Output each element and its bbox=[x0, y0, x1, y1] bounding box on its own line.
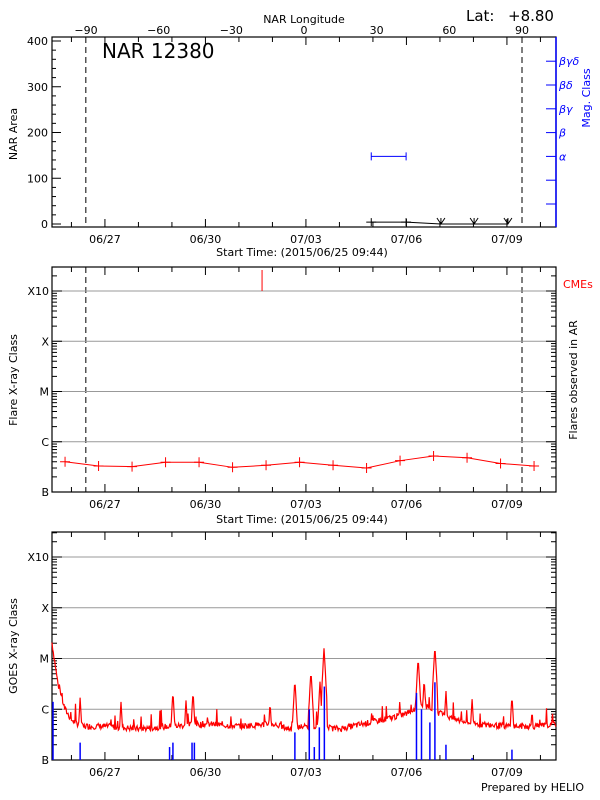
flare-point bbox=[328, 460, 339, 471]
flare-point bbox=[227, 462, 238, 473]
mag-class-bar bbox=[370, 152, 407, 161]
y-tick-label: X bbox=[41, 602, 49, 615]
x-tick-label: 07/09 bbox=[491, 233, 523, 246]
y-tick-label: X bbox=[41, 335, 49, 348]
panel2-ylabel: Flare X-ray Class bbox=[7, 334, 20, 426]
y-tick-label: M bbox=[40, 386, 50, 399]
x-tick-label: 07/03 bbox=[290, 498, 322, 511]
y-tick-label: B bbox=[41, 486, 49, 499]
x-tick-label: 07/09 bbox=[491, 766, 523, 779]
y-tick-label: C bbox=[41, 436, 49, 449]
chart-marks: 06/27 06/30 07/03 07/06 07/09 06/27 06/30 07/03… bbox=[27, 24, 580, 779]
flare-point bbox=[261, 460, 272, 471]
flare-point bbox=[127, 461, 138, 472]
top-axis-label: NAR Longitude bbox=[263, 13, 345, 26]
y-tick-label: M bbox=[40, 653, 50, 666]
x-tick-label: 07/06 bbox=[391, 233, 423, 246]
flare-point bbox=[361, 463, 372, 474]
mag-class-tick-label: βδ bbox=[558, 79, 573, 92]
longitude-tick-label: 60 bbox=[442, 24, 456, 37]
panel3-ylabel: GOES X-ray Class bbox=[7, 598, 20, 694]
flare-point bbox=[529, 460, 540, 471]
mag-class-tick-label: β bbox=[558, 127, 566, 140]
flare-point bbox=[428, 451, 439, 462]
longitude-tick-label: −30 bbox=[220, 24, 243, 37]
x-tick-label: 06/27 bbox=[89, 498, 121, 511]
x-tick-label: 06/27 bbox=[89, 766, 121, 779]
mag-class-tick-label: βγδ bbox=[558, 55, 580, 68]
goes-flux-line bbox=[51, 642, 557, 733]
y-tick-label: B bbox=[41, 754, 49, 767]
y-tick-label: X10 bbox=[27, 551, 49, 564]
x-tick-label: 06/30 bbox=[190, 498, 222, 511]
x-tick-label: 07/06 bbox=[391, 498, 423, 511]
mag-class-tick-label: α bbox=[559, 150, 567, 163]
area-point bbox=[366, 218, 377, 227]
flare-point bbox=[294, 457, 305, 468]
lat-value: +8.80 bbox=[508, 7, 554, 25]
y-tick-label: 100 bbox=[27, 172, 48, 185]
flare-point bbox=[395, 455, 406, 466]
panel1-y2label: Mag. Class bbox=[580, 68, 593, 127]
y-tick-label: X10 bbox=[27, 285, 49, 298]
flare-point bbox=[60, 456, 71, 467]
longitude-tick-label: 90 bbox=[515, 24, 529, 37]
x-tick-label: 06/30 bbox=[190, 766, 222, 779]
x-tick-label: 07/03 bbox=[290, 233, 322, 246]
y-tick-label: C bbox=[41, 703, 49, 716]
x-tick-label: 06/27 bbox=[89, 233, 121, 246]
flare-point bbox=[194, 457, 205, 468]
longitude-tick-label: 0 bbox=[301, 24, 308, 37]
panel1-frame bbox=[51, 36, 557, 228]
x-tick-label: 07/03 bbox=[290, 766, 322, 779]
y-tick-label: 400 bbox=[27, 35, 48, 48]
longitude-tick-label: −60 bbox=[147, 24, 170, 37]
area-upper-limit-arrow bbox=[503, 217, 513, 225]
flare-point bbox=[495, 458, 506, 469]
y-tick-label: 300 bbox=[27, 81, 48, 94]
panel1-xlabel: Start Time: (2015/06/25 09:44) bbox=[216, 246, 388, 259]
panel1-ylabel: NAR Area bbox=[7, 108, 20, 160]
panel2-xlabel: Start Time: (2015/06/25 09:44) bbox=[216, 513, 388, 526]
prepared-by-footer: Prepared by HELIO bbox=[481, 781, 584, 794]
longitude-tick-label: −90 bbox=[74, 24, 97, 37]
longitude-tick-label: 30 bbox=[370, 24, 384, 37]
panel2-y2label: Flares observed in AR bbox=[567, 320, 580, 440]
area-upper-limit-arrow bbox=[436, 217, 446, 225]
x-tick-label: 06/30 bbox=[190, 233, 222, 246]
area-point bbox=[401, 218, 412, 227]
y-tick-label: 200 bbox=[27, 127, 48, 140]
flare-point bbox=[160, 457, 171, 468]
y-tick-label: 0 bbox=[41, 218, 48, 231]
flare-point bbox=[462, 452, 473, 463]
cme-legend-label: CMEs bbox=[563, 278, 593, 291]
panel2-frame bbox=[51, 266, 557, 493]
lat-label: Lat: bbox=[466, 7, 494, 25]
area-upper-limit-arrow bbox=[469, 217, 479, 225]
flare-point bbox=[93, 460, 104, 471]
mag-class-tick-label: βγ bbox=[558, 103, 573, 116]
x-tick-label: 07/09 bbox=[491, 498, 523, 511]
nar-title: NAR 12380 bbox=[102, 39, 215, 63]
x-tick-label: 07/06 bbox=[391, 766, 423, 779]
